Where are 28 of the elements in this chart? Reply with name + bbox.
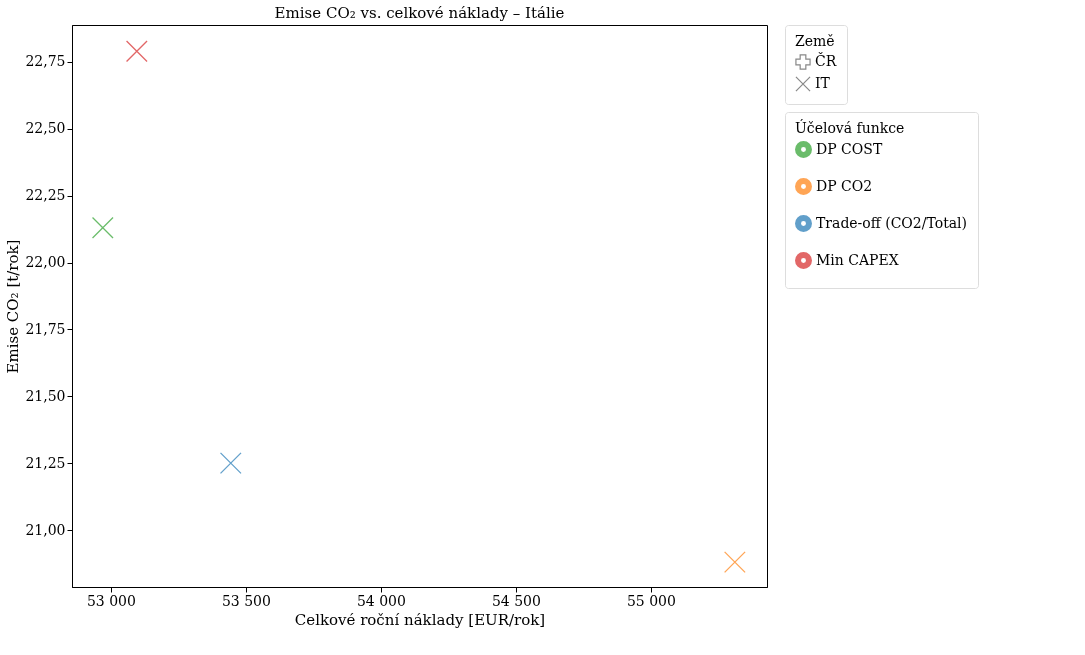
point <box>723 551 746 574</box>
legend-label: DP COST <box>816 140 883 157</box>
text: Země <box>795 33 835 49</box>
legend-label: Min CAPEX <box>816 251 899 268</box>
x-tick-label: 55 000 <box>626 592 676 609</box>
legend-label: Trade-off (CO2/Total) <box>816 214 968 231</box>
y-tick-label: 22,50 <box>25 120 66 137</box>
x-tick-label: 53 000 <box>86 592 136 609</box>
point <box>125 40 148 63</box>
legend-title: Účelová funkce <box>795 119 905 136</box>
point <box>219 452 242 475</box>
x-tick-label: 54 500 <box>491 592 541 609</box>
legend-label: DP CO2 <box>816 177 873 194</box>
y-tick-label: 22,25 <box>25 187 66 204</box>
x-tick-label: 53 500 <box>221 592 271 609</box>
y-tick-label: 21,75 <box>25 320 66 337</box>
x-tick-label: 54 000 <box>356 592 406 609</box>
point <box>91 216 114 239</box>
y-tick-label: 21,25 <box>25 454 66 471</box>
chart-title: Emise CO₂ vs. celkové náklady – Itálie <box>274 3 565 22</box>
legend-label: IT <box>815 75 831 91</box>
legend-label: ČR <box>815 52 837 69</box>
y-axis-title: Emise CO₂ [t/rok] <box>4 239 23 374</box>
y-tick-label: 22,00 <box>25 254 66 271</box>
y-tick-label: 21,50 <box>25 387 66 404</box>
y-tick-label: 22,75 <box>25 53 66 70</box>
y-tick-label: 21,00 <box>25 521 66 538</box>
x-axis-title: Celkové roční náklady [EUR/rok] <box>294 610 546 629</box>
